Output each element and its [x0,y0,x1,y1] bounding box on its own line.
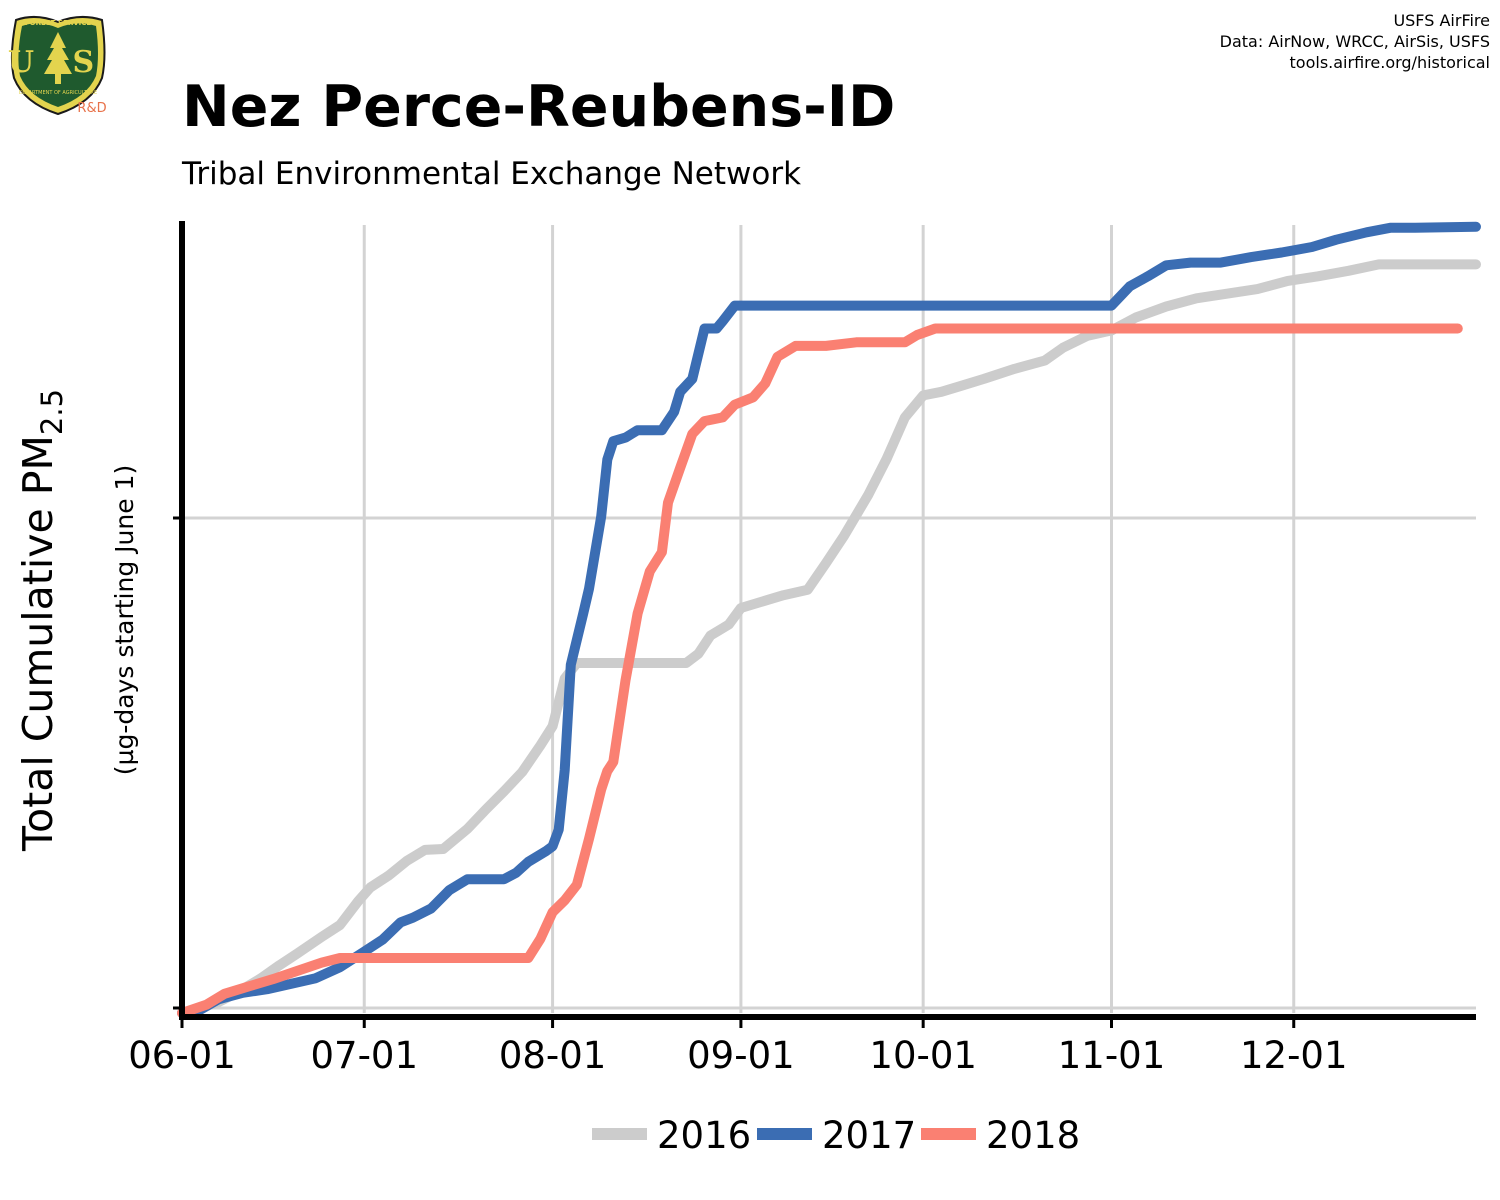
x-tick-labels: 06-01 07-01 08-01 09-01 10-01 11-01 12-01 [128,1019,1348,1077]
series-lines [177,221,1481,1018]
axes [173,221,1476,1020]
legend: 2016 2017 2018 [592,1114,1080,1157]
series-line-2016 [177,259,1481,1018]
series-line-2017 [177,221,1481,1018]
logo-letters: U S [8,45,108,80]
x-tick-label: 09-01 [687,1034,795,1077]
chart-title: Nez Perce-Reubens-ID [182,74,896,140]
credits-block: USFS AirFire Data: AirNow, WRCC, AirSis,… [1220,10,1490,73]
x-tick-label: 08-01 [499,1034,607,1077]
y-axis-units: (µg-days starting June 1) [110,465,139,775]
x-tick-label: 11-01 [1058,1034,1166,1077]
credit-line: USFS AirFire [1393,11,1490,30]
series-line-2018 [177,323,1463,1018]
legend-label-2016: 2016 [657,1114,751,1157]
y-axis-label: Total Cumulative PM2.5 (µg-days starting… [14,389,139,852]
x-tick-label: 12-01 [1240,1034,1348,1077]
x-tick-label: 07-01 [310,1034,418,1077]
logo-bottom-text: DEPARTMENT OF AGRICULTURE [19,90,97,96]
x-tick-label: 06-01 [128,1034,236,1077]
pine-tree-icon [44,32,72,84]
credit-line: tools.airfire.org/historical [1289,53,1490,72]
logo-rd-tag: R&D [77,101,106,116]
credit-line: Data: AirNow, WRCC, AirSis, USFS [1219,32,1490,51]
x-tick-label: 10-01 [869,1034,977,1077]
legend-label-2017: 2017 [822,1114,916,1157]
logo-top-text: FOREST SERVICE [25,19,92,27]
chart-subtitle: Tribal Environmental Exchange Network [182,156,802,192]
usfs-shield-logo: FOREST SERVICE U S DEPARTMENT OF AGRICUL… [8,16,108,116]
y-axis-title: Total Cumulative PM2.5 [14,389,69,852]
legend-label-2018: 2018 [986,1114,1080,1157]
